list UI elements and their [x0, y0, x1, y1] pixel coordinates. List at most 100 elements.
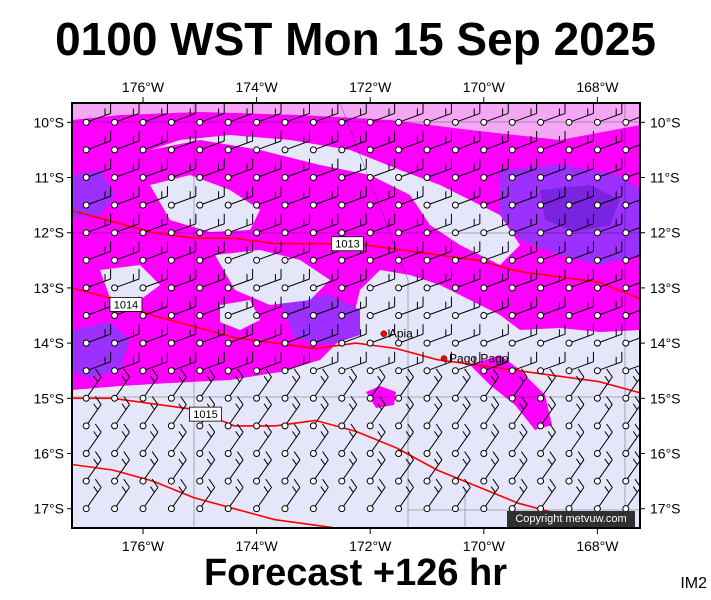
wind-barb — [338, 478, 358, 513]
wind-barb — [593, 131, 623, 154]
wind-barb — [196, 478, 216, 513]
wind-barb — [224, 478, 244, 513]
wind-barb — [224, 324, 254, 347]
wind-barb — [395, 213, 424, 237]
precip-band-deep — [540, 185, 620, 232]
lat-tick-label: 14°S — [650, 335, 681, 351]
wind-barb — [139, 241, 168, 264]
wind-barb — [224, 396, 244, 430]
wind-barb — [366, 213, 396, 237]
lat-tick-label: 12°S — [650, 225, 681, 241]
wind-barb — [338, 351, 367, 375]
lat-tick-label: 13°S — [650, 280, 681, 296]
wind-barb — [537, 396, 556, 430]
wind-barb — [451, 451, 471, 485]
wind-barb — [622, 144, 640, 154]
isobar-label-box — [331, 236, 364, 252]
wind-barb — [366, 324, 396, 347]
wind-barb — [366, 158, 396, 182]
lat-tick-label: 17°S — [650, 501, 681, 517]
wind-barb — [508, 131, 538, 154]
wind-barb — [167, 324, 197, 347]
wind-barb — [253, 351, 282, 375]
wind-barb — [139, 324, 168, 347]
wind-barb — [565, 269, 594, 292]
wind-barb — [196, 296, 225, 319]
wind-barb — [111, 351, 140, 375]
wind-barb — [565, 423, 585, 457]
wind-barb — [338, 296, 367, 319]
wind-barb — [167, 423, 187, 457]
wind-barb — [423, 478, 443, 513]
lat-tick-label: 11°S — [650, 170, 679, 186]
wind-barb — [366, 296, 396, 319]
wind-barb — [82, 351, 112, 375]
wind-barb — [480, 158, 509, 182]
wind-barb — [423, 451, 443, 485]
wind-barb — [281, 368, 301, 402]
wind-barb — [593, 296, 623, 319]
wind-barb — [111, 103, 140, 126]
place-label: Pago Pago — [449, 352, 509, 366]
wind-barb — [167, 368, 187, 402]
wind-barb — [111, 186, 140, 209]
wind-barb — [111, 396, 130, 430]
wind-barb — [451, 131, 481, 154]
isobar-label-box — [189, 406, 222, 422]
wind-barb — [537, 351, 566, 375]
wind-barb — [451, 296, 481, 319]
wind-barb — [565, 324, 594, 347]
wind-barb — [508, 423, 528, 457]
wind-barb — [480, 269, 509, 292]
wind-barb — [480, 396, 500, 430]
wind-barb — [139, 351, 168, 375]
wind-barb — [167, 158, 197, 182]
wind-barb — [82, 241, 112, 264]
lat-tick-label: 17°S — [33, 501, 64, 517]
wind-barb — [565, 478, 585, 513]
wind-barb — [423, 103, 452, 126]
wind-barb — [508, 186, 538, 209]
wind-barb — [253, 296, 282, 319]
wind-barb — [537, 269, 566, 292]
wind-barb — [111, 269, 140, 292]
wind-barb — [508, 396, 528, 430]
wind-barb — [451, 158, 481, 182]
wind-barb — [480, 368, 500, 402]
wind-barb — [508, 351, 538, 375]
wind-barb — [338, 269, 367, 292]
wind-barb — [224, 423, 244, 457]
wind-barb — [423, 351, 452, 375]
wind-barb — [309, 368, 329, 402]
wind-barb — [224, 351, 254, 375]
wind-barb — [139, 423, 159, 457]
wind-barb — [480, 478, 500, 513]
wind-barb — [593, 451, 613, 485]
wind-barb — [281, 158, 310, 182]
wind-barb — [622, 227, 640, 237]
forecast-lead-time: Forecast +126 hr — [203, 552, 508, 594]
wind-barb — [196, 324, 225, 347]
wind-barb — [395, 396, 414, 430]
wind-barb — [139, 186, 168, 209]
isobar-label: 1014 — [114, 299, 138, 311]
wind-barb — [309, 131, 339, 154]
wind-barb — [224, 131, 254, 154]
wind-barb — [537, 213, 566, 237]
wind-barb — [537, 103, 566, 126]
wind-barb — [196, 131, 225, 154]
wind-barb — [338, 324, 367, 347]
wind-barb — [423, 241, 452, 264]
lon-tick-label: 170°W — [463, 538, 506, 554]
wind-barb — [451, 351, 481, 375]
wind-barb — [366, 186, 396, 209]
wind-barb — [565, 186, 594, 209]
lon-tick-label: 176°W — [122, 79, 165, 95]
wind-barb — [451, 478, 471, 513]
wind-barb — [593, 396, 613, 430]
wind-barb — [281, 324, 310, 347]
lon-tick-label: 174°W — [236, 79, 279, 95]
wind-barb — [423, 324, 452, 347]
wind-barb — [82, 478, 102, 513]
